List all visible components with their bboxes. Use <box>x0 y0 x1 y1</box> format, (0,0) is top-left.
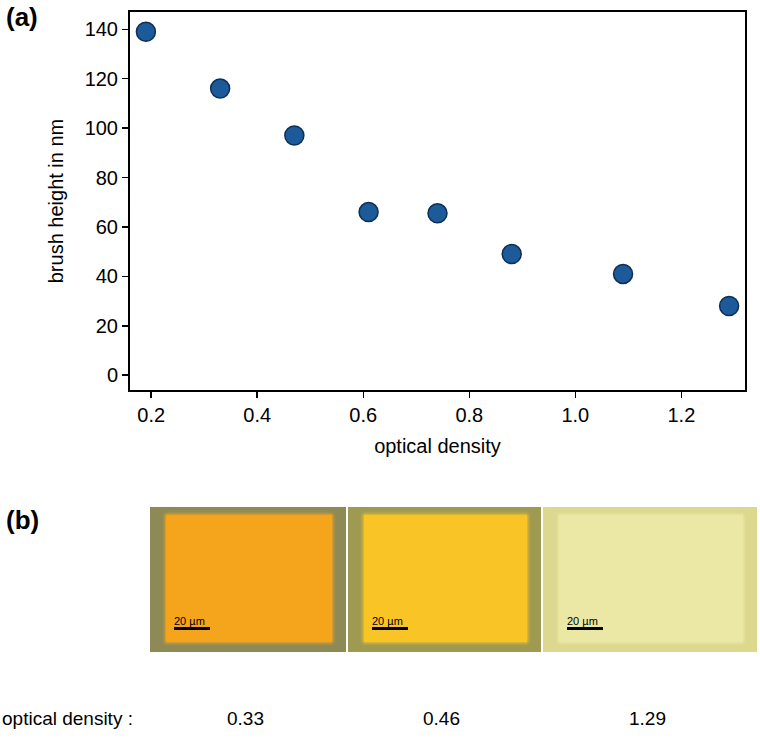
svg-text:brush height in nm: brush height in nm <box>45 119 67 284</box>
svg-text:0.6: 0.6 <box>349 404 377 426</box>
svg-text:optical density: optical density <box>374 435 501 457</box>
svg-text:40: 40 <box>96 265 118 287</box>
html-text:(b): (b) <box>6 505 40 535</box>
svg-text:120: 120 <box>85 68 118 90</box>
svg-text:20: 20 <box>96 315 118 337</box>
svg-text:100: 100 <box>85 117 118 139</box>
html-text:20 µm: 20 µm <box>567 615 598 627</box>
html-text:0.46: 0.46 <box>423 708 460 729</box>
svg-text:1.2: 1.2 <box>667 404 695 426</box>
svg-text:1.0: 1.0 <box>561 404 589 426</box>
svg-text:140: 140 <box>85 18 118 40</box>
html-text:optical density :: optical density : <box>2 708 133 729</box>
html-text:0.33: 0.33 <box>227 708 264 729</box>
svg-text:0: 0 <box>107 364 118 386</box>
html-text:1.29: 1.29 <box>629 708 666 729</box>
svg-text:0.4: 0.4 <box>243 404 271 426</box>
html-text:20 µm: 20 µm <box>174 615 205 627</box>
svg-text:0.2: 0.2 <box>137 404 165 426</box>
svg-text:0.8: 0.8 <box>455 404 483 426</box>
html-text:(a): (a) <box>6 2 38 32</box>
html-text:20 µm: 20 µm <box>372 615 403 627</box>
svg-text:60: 60 <box>96 216 118 238</box>
svg-text:80: 80 <box>96 167 118 189</box>
